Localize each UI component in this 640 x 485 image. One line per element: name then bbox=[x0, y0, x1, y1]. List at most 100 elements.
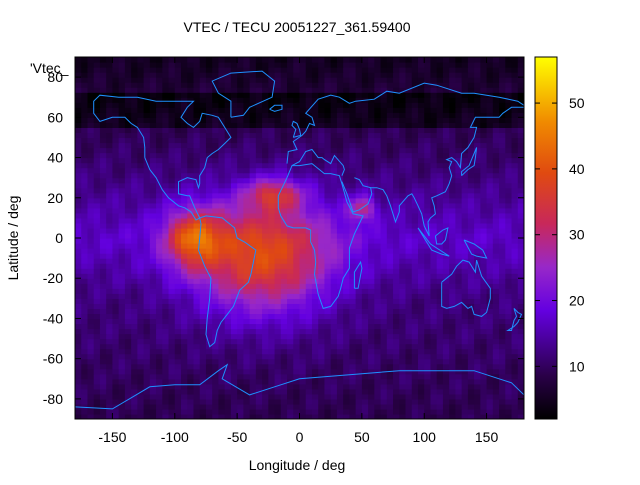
heatmap-cell bbox=[131, 82, 138, 88]
heatmap-cell bbox=[442, 258, 450, 264]
heatmap-cell bbox=[424, 222, 432, 229]
heatmap-cell bbox=[511, 212, 519, 219]
heatmap-cell bbox=[311, 343, 319, 350]
heatmap-cell bbox=[492, 413, 500, 419]
heatmap-cell bbox=[436, 207, 444, 214]
heatmap-cell bbox=[305, 303, 313, 309]
heatmap-cell bbox=[349, 343, 357, 350]
heatmap-cell bbox=[368, 298, 375, 304]
heatmap-cell bbox=[374, 232, 382, 239]
heatmap-cell bbox=[480, 192, 488, 199]
heatmap-cell bbox=[237, 343, 244, 350]
heatmap-cell bbox=[224, 177, 232, 184]
heatmap-cell bbox=[305, 363, 313, 370]
heatmap-cell bbox=[249, 348, 257, 355]
heatmap-cell bbox=[193, 318, 201, 325]
heatmap-cell bbox=[137, 393, 145, 400]
heatmap-cell bbox=[318, 117, 326, 123]
heatmap-cell bbox=[230, 172, 238, 179]
heatmap-cell bbox=[311, 127, 319, 134]
heatmap-cell bbox=[330, 363, 338, 370]
heatmap-cell bbox=[405, 142, 413, 149]
heatmap-cell bbox=[361, 212, 369, 219]
heatmap-cell bbox=[230, 227, 238, 234]
heatmap-cell bbox=[274, 378, 282, 385]
heatmap-cell bbox=[118, 112, 126, 118]
heatmap-cell bbox=[274, 253, 282, 259]
heatmap-cell bbox=[330, 408, 338, 415]
heatmap-cell bbox=[318, 137, 326, 144]
heatmap-cell bbox=[280, 268, 288, 274]
heatmap-cell bbox=[243, 373, 251, 380]
heatmap-cell bbox=[75, 263, 82, 269]
heatmap-cell bbox=[224, 303, 232, 309]
heatmap-cell bbox=[343, 323, 350, 330]
heatmap-cell bbox=[212, 72, 220, 78]
heatmap-cell bbox=[274, 263, 282, 269]
heatmap-cell bbox=[436, 358, 444, 365]
heatmap-cell bbox=[355, 398, 363, 405]
heatmap-cell bbox=[517, 378, 524, 385]
heatmap-cell bbox=[299, 243, 307, 249]
heatmap-cell bbox=[143, 232, 151, 239]
heatmap-cell bbox=[262, 348, 269, 355]
heatmap-cell bbox=[361, 92, 369, 98]
heatmap-cell bbox=[505, 258, 513, 264]
heatmap-cell bbox=[81, 117, 89, 123]
heatmap-cell bbox=[149, 227, 157, 234]
heatmap-cell bbox=[411, 82, 419, 88]
heatmap-cell bbox=[75, 348, 82, 355]
heatmap-cell bbox=[511, 368, 519, 375]
heatmap-cell bbox=[230, 107, 238, 113]
heatmap-cell bbox=[156, 192, 163, 199]
heatmap-cell bbox=[430, 217, 438, 224]
heatmap-cell bbox=[374, 162, 382, 169]
heatmap-cell bbox=[237, 77, 244, 83]
heatmap-cell bbox=[149, 202, 157, 209]
heatmap-cell bbox=[287, 308, 294, 315]
heatmap-cell bbox=[492, 232, 500, 239]
heatmap-cell bbox=[87, 333, 95, 340]
heatmap-cell bbox=[243, 328, 251, 335]
heatmap-cell bbox=[193, 413, 201, 419]
heatmap-cell bbox=[106, 398, 114, 405]
heatmap-cell bbox=[243, 398, 251, 405]
heatmap-cell bbox=[393, 393, 400, 400]
heatmap-cell bbox=[168, 162, 176, 169]
heatmap-cell bbox=[212, 383, 220, 390]
heatmap-cell bbox=[324, 273, 332, 279]
heatmap-cell bbox=[467, 293, 475, 299]
heatmap-cell bbox=[417, 248, 425, 254]
heatmap-cell bbox=[442, 303, 450, 309]
heatmap-cell bbox=[349, 97, 357, 103]
heatmap-cell bbox=[293, 413, 301, 419]
heatmap-cell bbox=[361, 162, 369, 169]
heatmap-cell bbox=[255, 258, 263, 264]
heatmap-cell bbox=[405, 368, 413, 375]
heatmap-cell bbox=[199, 217, 207, 224]
heatmap-cell bbox=[517, 253, 524, 259]
heatmap-cell bbox=[143, 248, 151, 254]
heatmap-cell bbox=[162, 117, 170, 123]
heatmap-cell bbox=[411, 127, 419, 134]
heatmap-cell bbox=[449, 182, 457, 189]
heatmap-cell bbox=[224, 343, 232, 350]
heatmap-cell bbox=[436, 353, 444, 360]
heatmap-cell bbox=[243, 278, 251, 284]
heatmap-cell bbox=[505, 363, 513, 370]
heatmap-cell bbox=[492, 278, 500, 284]
heatmap-cell bbox=[218, 227, 226, 234]
heatmap-cell bbox=[230, 177, 238, 184]
heatmap-cell bbox=[368, 283, 375, 289]
heatmap-cell bbox=[517, 197, 524, 204]
heatmap-cell bbox=[318, 353, 326, 360]
heatmap-cell bbox=[474, 398, 481, 405]
heatmap-cell bbox=[218, 107, 226, 113]
heatmap-cell bbox=[81, 227, 89, 234]
heatmap-cell bbox=[311, 318, 319, 325]
heatmap-cell bbox=[492, 333, 500, 340]
heatmap-cell bbox=[280, 72, 288, 78]
heatmap-cell bbox=[106, 97, 114, 103]
heatmap-cell bbox=[237, 97, 244, 103]
heatmap-cell bbox=[405, 122, 413, 128]
